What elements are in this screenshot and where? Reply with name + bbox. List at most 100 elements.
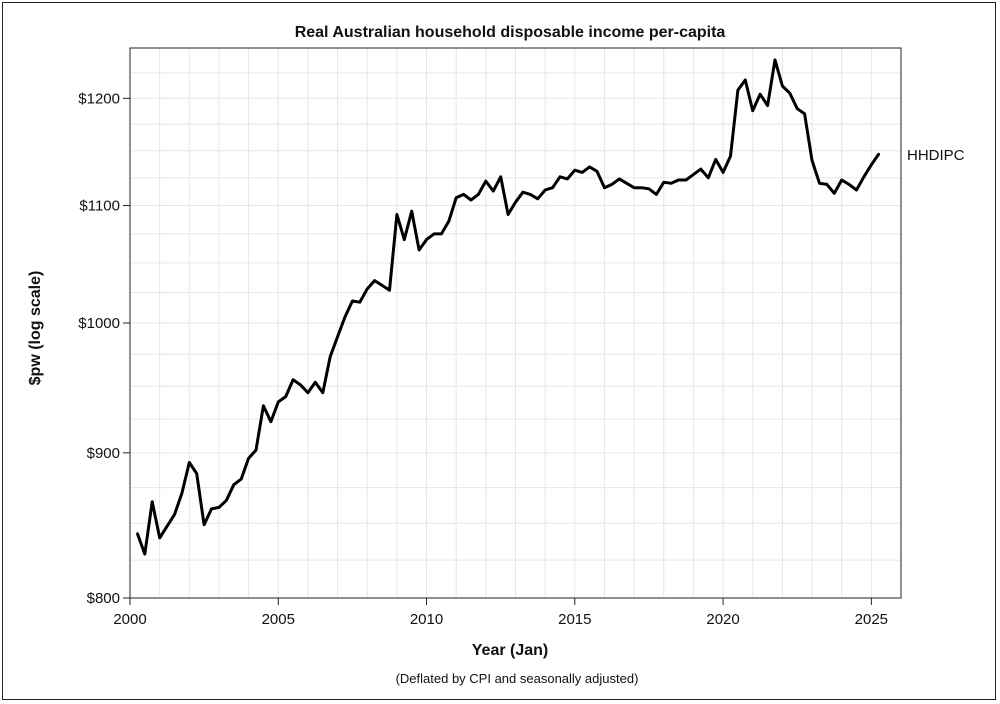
data-point [403,238,406,241]
data-point [373,279,376,282]
data-point [766,104,769,107]
data-point [677,178,680,182]
data-point [202,523,206,526]
data-point [699,167,702,171]
data-point [306,391,310,394]
data-point [329,355,332,358]
data-point [477,193,480,196]
data-point [499,175,502,178]
x-axis: 2000 2005 2010 2015 2020 2025 [113,598,888,628]
data-point [825,183,829,186]
data-point [210,507,213,511]
y-axis: $800 $900 $1000 $1100 $1200 [78,90,130,607]
x-tick-label: 2020 [706,611,739,628]
data-point [432,232,436,236]
data-point [284,395,287,398]
data-point [514,201,517,204]
data-point [447,220,450,223]
data-point [217,506,221,509]
y-tick-label: $900 [87,445,120,462]
data-point [158,536,161,540]
data-point [721,171,725,174]
data-point [847,183,851,186]
data-point [670,182,673,185]
data-point [707,176,710,179]
data-point [877,152,880,156]
data-point [655,193,658,196]
data-point [588,165,591,169]
data-point [647,187,651,190]
data-point [151,500,154,503]
data-point [410,210,413,213]
data-point [380,284,384,287]
data-point [262,404,265,407]
data-points [136,58,880,556]
data-point [232,483,235,486]
data-point [425,238,428,241]
data-point [551,186,554,189]
data-point [692,173,695,176]
data-point [254,448,258,452]
data-point [529,193,532,196]
data-point [484,179,487,183]
data-point [143,552,146,556]
y-tick-label: $1000 [78,315,120,332]
data-point [247,457,250,460]
data-point [803,112,806,116]
data-point [195,472,198,475]
data-point [506,213,510,216]
data-point [744,78,747,82]
data-point [684,178,688,182]
data-point [521,191,525,194]
chart-title: Real Australian household disposable inc… [295,24,726,41]
x-tick-label: 2005 [262,611,295,628]
data-point [180,492,184,495]
y-tick-label: $1200 [78,90,120,107]
data-point [870,163,873,166]
data-point [595,170,599,173]
data-point [618,177,621,181]
data-point [544,188,547,192]
data-point [810,159,814,162]
data-point [462,193,465,196]
data-point [581,171,584,174]
data-point [351,299,354,303]
data-point [343,315,347,319]
data-point [573,169,576,172]
data-point [440,232,443,236]
data-point [818,182,821,185]
data-point [558,175,562,178]
data-point [314,381,317,384]
data-point [603,186,606,189]
data-point [277,400,280,404]
y-tick-label: $1100 [79,198,120,215]
data-point [388,289,391,292]
data-point [225,499,228,502]
data-point [796,107,799,110]
data-point [640,186,643,189]
y-axis-title: $pw (log scale) [27,271,44,386]
data-point [492,189,495,193]
data-point [136,532,139,535]
data-point [321,391,324,394]
data-point [336,335,339,338]
data-point [714,158,717,161]
data-point [240,477,243,481]
data-point [188,461,191,464]
data-point [788,92,791,95]
data-point [736,88,740,92]
data-point [165,525,169,528]
x-tick-label: 2025 [855,611,888,628]
data-point [269,420,273,423]
data-point [632,186,636,189]
data-point [833,192,836,195]
grid-lines [129,47,902,599]
data-point [773,58,777,62]
data-point [781,84,784,88]
data-point [758,93,762,96]
x-axis-title: Year (Jan) [472,642,548,659]
data-point [610,183,614,186]
data-point [455,196,458,199]
x-tick-label: 2015 [558,611,591,628]
